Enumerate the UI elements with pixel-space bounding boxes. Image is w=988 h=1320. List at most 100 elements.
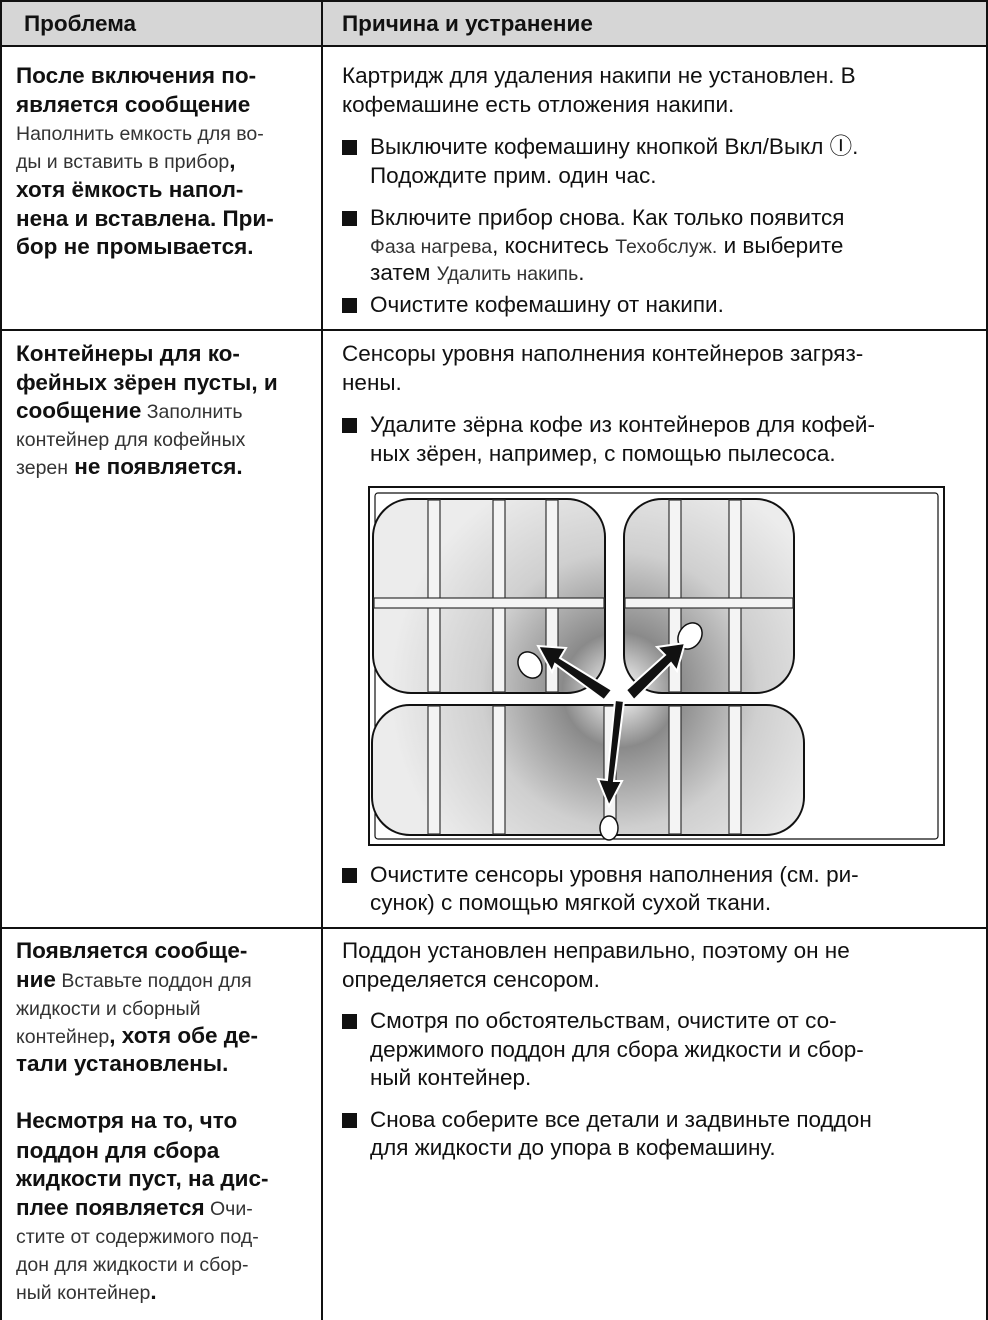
bold-text: бор не промывается. [16,234,254,259]
polygon [596,698,626,809]
g [536,641,687,809]
display-text: жидкости и сборный [16,998,201,1020]
bullet [342,1113,357,1128]
body-text: Сенсоры уровня наполнения контейнеров за… [342,341,864,366]
text-line: Поддон установлен неправильно, поэтому о… [342,937,850,965]
bullet [342,1014,357,1029]
rect [371,704,805,836]
body-text: Включите прибор снова. Как только появит… [370,205,845,230]
text-line: определяется сенсором. [342,966,600,994]
display-text: Вставьте поддон для [55,970,252,992]
bullet [342,418,357,433]
bullet [342,868,357,883]
text-line: стите от содержимого под- [16,1222,259,1250]
body-text: , коснитесь [492,233,616,258]
sensor-illustration [368,486,945,846]
display-text: стите от содержимого под- [16,1226,259,1248]
text-line: ние Вставьте поддон для [16,966,252,994]
text-line: Удалите зёрна кофе из контейнеров для ко… [370,411,875,439]
text-line: Очистите сенсоры уровня наполнения (см. … [370,861,859,889]
text-line: Снова соберите все детали и задвиньте по… [370,1106,872,1134]
text-line: ды и вставить в прибор, [16,147,236,175]
text-line: Смотря по обстоятельствам, очистите от с… [370,1007,837,1035]
bullet [342,298,357,313]
bold-text: . [150,1279,157,1304]
header-bg [0,0,988,46]
text-line: ных зёрен, например, с помощью пылесоса. [370,440,836,468]
text-line: Несмотря на то, что [16,1107,237,1135]
body-text: определяется сенсором. [342,967,600,992]
text-line: нена и вставлена. При- [16,205,274,233]
display-text: Очи- [204,1198,253,1220]
rect [427,499,441,693]
bold-text: является сообщение [16,92,251,117]
text-line: Сенсоры уровня наполнения контейнеров за… [342,340,863,368]
text-line: Выключите кофемашину кнопкой Вкл/Выкл Ⓘ. [370,133,858,161]
bold-text: Появляется сообще- [16,938,248,963]
body-text: Удалите зёрна кофе из контейнеров для ко… [370,412,875,437]
bullet [342,140,357,155]
display-text: дон для жидкости и сбор- [16,1254,249,1276]
body-text: Подождите прим. один час. [370,163,657,188]
bold-text: сообщение [16,398,142,423]
bold-text: не появляется. [68,454,243,479]
body-text: Смотря по обстоятельствам, очистите от с… [370,1008,837,1033]
body-text: для жидкости до упора в кофемашину. [370,1135,776,1160]
bold-text: поддон для сбора [16,1138,220,1163]
text-line: сунок) с помощью мягкой сухой ткани. [370,889,771,917]
ellipse [517,651,543,679]
rect [728,705,742,835]
g [373,499,794,835]
text-line: бор не промывается. [16,233,254,261]
text-line: дон для жидкости и сбор- [16,1250,248,1278]
body-text: . [578,260,585,285]
bold-text: плее появляется [16,1195,205,1220]
rect [545,499,559,693]
header-cell: Причина и устранение [342,11,593,36]
rect [668,705,682,835]
bold-text: ние [16,967,56,992]
rect [624,597,794,609]
body-text: Картридж для удаления накипи не установл… [342,63,856,88]
text-line: является сообщение [16,91,250,119]
bold-text: нена и вставлена. При- [16,206,274,231]
rect [427,705,441,835]
bold-text: жидкости пуст, на дис- [16,1166,269,1191]
header-cell: Проблема [24,11,137,36]
text-line: Очистите кофемашину от накипи. [370,291,724,319]
rect [492,705,506,835]
display-text: контейнер [16,1026,110,1048]
bold-text: , хотя обе де- [109,1023,259,1048]
text-line: Включите прибор снова. Как только появит… [370,204,844,232]
rect [373,597,605,609]
text-line: для жидкости до упора в кофемашину. [370,1134,776,1162]
body-text: Очистите сенсоры уровня наполнения (см. … [370,862,859,887]
ellipse [599,815,619,841]
body-text: сунок) с помощью мягкой сухой ткани. [370,890,772,915]
body-text: держимого поддон для сбора жидкости и сб… [370,1037,864,1062]
text-line: Фаза нагрева, коснитесь Техобслуж. и выб… [370,232,843,260]
body-text: ный контейнер. [370,1065,532,1090]
bold-text: тали установлены. [16,1051,229,1076]
polygon [624,641,687,702]
bullet [342,211,357,226]
text-line: сообщение Заполнить [16,397,243,425]
text-line: Контейнеры для ко- [16,340,240,368]
body-text: нены. [342,370,402,395]
display-text: ный контейнер [16,1282,151,1304]
body-text: Поддон установлен неправильно, поэтому о… [342,938,850,963]
text-line: ный контейнер. [16,1278,157,1306]
body-text: Выключите кофемашину кнопкой Вкл/Выкл Ⓘ. [370,134,859,159]
text-line: поддон для сбора [16,1137,219,1165]
bold-text: После включения по- [16,63,257,88]
text-line: жидкости и сборный [16,994,201,1022]
text-line: После включения по- [16,62,256,90]
text-line: фейных зёрен пусты, и [16,369,278,397]
rect [623,498,795,694]
body-text: Снова соберите все детали и задвиньте по… [370,1107,872,1132]
text-line: затем Удалить накипь. [370,259,585,287]
text-line: плее появляется Очи- [16,1194,253,1222]
